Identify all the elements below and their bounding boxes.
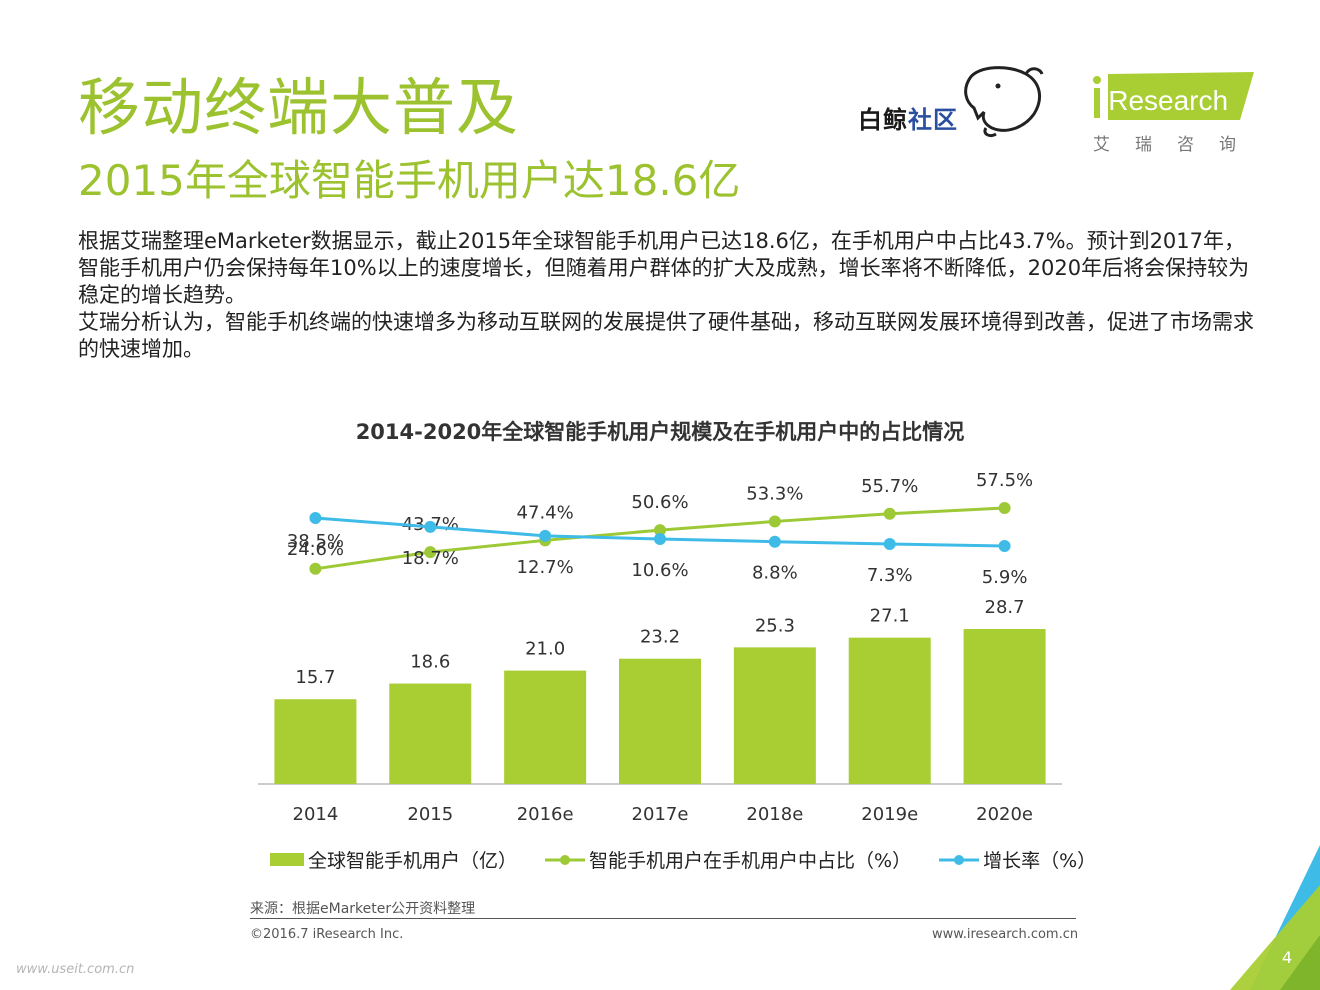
bar xyxy=(848,637,931,784)
legend-bar-swatch xyxy=(270,853,304,866)
x-tick-label: 2019e xyxy=(861,804,918,825)
x-tick-label: 2014 xyxy=(293,804,339,825)
share-point xyxy=(883,507,896,520)
chart-legend: 全球智能手机用户（亿） 智能手机用户在手机用户中占比（%） 增长率（%） xyxy=(270,846,1124,873)
bar-data-label: 28.7 xyxy=(985,597,1025,618)
legend-line-swatch-green xyxy=(545,854,586,865)
iresearch-brand: iResearch xyxy=(1102,85,1228,116)
growth-data-label: 12.7% xyxy=(517,557,574,578)
x-tick-label: 2020e xyxy=(976,804,1033,825)
bar xyxy=(963,629,1046,784)
growth-data-label: 8.8% xyxy=(752,563,798,584)
footer-divider xyxy=(250,918,1076,919)
share-point xyxy=(768,515,781,528)
share-data-label: 38.5% xyxy=(287,531,344,552)
legend-label-growth: 增长率（%） xyxy=(983,850,1097,872)
x-tick-label: 2017e xyxy=(632,804,689,825)
page-subtitle: 2015年全球智能手机用户达18.6亿 xyxy=(78,156,741,205)
x-tick-label: 2015 xyxy=(407,804,453,825)
share-point xyxy=(998,502,1011,514)
growth-data-label: 5.9% xyxy=(982,567,1028,588)
growth-point xyxy=(309,512,322,524)
share-data-label: 57.5% xyxy=(976,470,1033,491)
baijing-community: 社区 xyxy=(908,106,958,134)
growth-point xyxy=(654,533,666,545)
bar xyxy=(619,658,701,784)
bar xyxy=(504,670,587,784)
watermark: www.useit.com.cn xyxy=(16,962,135,977)
bar-data-label: 21.0 xyxy=(525,639,565,660)
legend-item-share: 智能手机用户在手机用户中占比（%） xyxy=(545,846,911,873)
baijing-text: 白鲸社区 xyxy=(858,100,958,135)
growth-point xyxy=(998,540,1011,553)
iresearch-subtitle: 艾瑞咨询 xyxy=(1093,135,1261,155)
iresearch-logo: iResearch xyxy=(1093,72,1254,120)
page-title: 移动终端大普及 xyxy=(78,71,520,144)
x-tick-label: 2018e xyxy=(746,804,803,825)
share-point xyxy=(424,546,437,559)
share-point xyxy=(654,524,666,537)
bar xyxy=(389,683,472,784)
whale-icon xyxy=(964,66,1044,138)
share-data-label: 47.4% xyxy=(517,502,574,523)
bar-data-label: 27.1 xyxy=(870,606,910,627)
growth-data-label: 7.3% xyxy=(867,565,913,586)
share-data-label: 55.7% xyxy=(861,476,918,497)
x-tick-label: 2016e xyxy=(517,804,574,825)
growth-data-label: 10.6% xyxy=(631,560,688,581)
paragraph-2: 艾瑞分析认为，智能手机终端的快速增多为移动互联网的发展提供了硬件基础，移动互联网… xyxy=(78,310,1254,361)
bar xyxy=(274,699,357,784)
legend-label-share: 智能手机用户在手机用户中占比（%） xyxy=(589,850,912,872)
bar-data-label: 18.6 xyxy=(410,652,450,673)
growth-point xyxy=(424,520,437,533)
bar xyxy=(733,647,816,784)
growth-point xyxy=(539,529,552,542)
legend-line-swatch-blue xyxy=(939,854,980,865)
baijing-logo: 白鲸社区 xyxy=(858,62,1048,142)
source-note: 来源：根据eMarketer公开资料整理 xyxy=(250,901,476,917)
paragraph-1: 根据艾瑞整理eMarketer数据显示，截止2015年全球智能手机用户已达18.… xyxy=(78,229,1250,307)
bar-data-label: 23.2 xyxy=(640,627,680,648)
legend-label-users: 全球智能手机用户（亿） xyxy=(308,850,518,872)
growth-data-label: 18.7% xyxy=(402,548,459,569)
legend-item-users: 全球智能手机用户（亿） xyxy=(270,846,517,873)
page-number: 4 xyxy=(1282,948,1293,967)
legend-item-growth: 增长率（%） xyxy=(939,846,1096,873)
share-data-label: 53.3% xyxy=(746,483,803,504)
body-text: 根据艾瑞整理eMarketer数据显示，截止2015年全球智能手机用户已达18.… xyxy=(78,228,1258,363)
copyright: ©2016.7 iResearch Inc. xyxy=(250,927,404,942)
chart-title: 2014-2020年全球智能手机用户规模及在手机用户中的占比情况 xyxy=(355,420,965,444)
chart: 15.7 2014 18.6 2015 21.0 2016e 23.2 2017e 25.3 20… xyxy=(258,470,1062,825)
bar-data-label: 15.7 xyxy=(295,667,335,688)
growth-data-label: 24.6% xyxy=(287,539,344,560)
bar-data-label: 25.3 xyxy=(755,615,795,636)
baijing-name: 白鲸 xyxy=(858,106,908,134)
share-point xyxy=(309,562,322,575)
share-data-label: 50.6% xyxy=(631,492,688,513)
site-url: www.iresearch.com.cn xyxy=(932,927,1079,942)
growth-point xyxy=(883,537,896,550)
growth-point xyxy=(768,535,781,548)
corner-decoration xyxy=(1230,845,1320,990)
